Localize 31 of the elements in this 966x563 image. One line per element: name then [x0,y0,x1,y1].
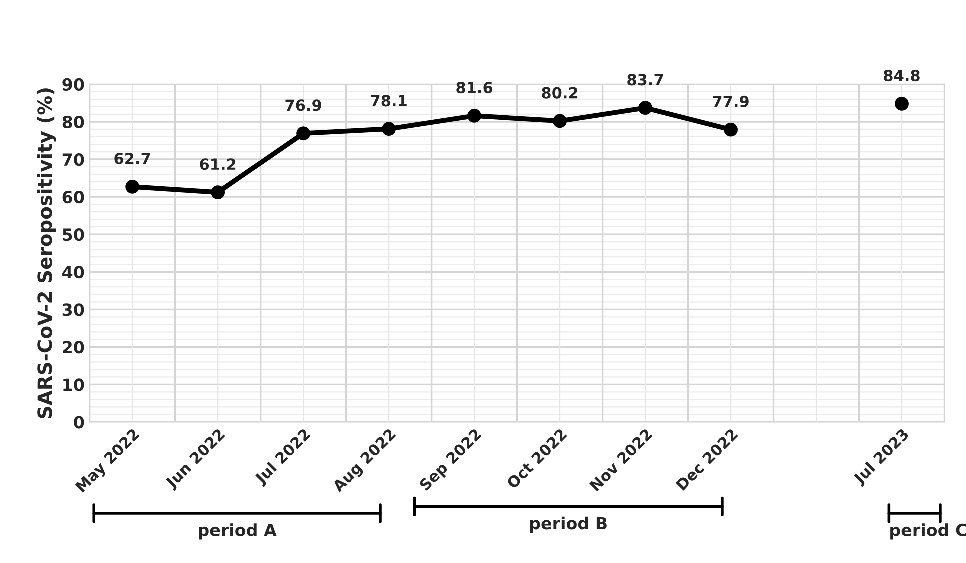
point [638,101,652,116]
y-tick-label: 90 [62,78,84,92]
data-label: 80.2 [542,87,578,99]
point [895,97,909,111]
data-label: 84.8 [884,70,920,82]
point [211,186,226,200]
point [468,109,482,123]
point [724,122,738,137]
text: period B [530,516,607,533]
data-label: 61.2 [200,158,236,170]
y-tick-label: 30 [62,304,84,316]
data-label: 83.7 [628,74,664,86]
y-tick-label: 40 [62,266,84,279]
text: period A [199,524,277,540]
point [553,114,567,128]
point [126,180,140,194]
data-label: 77.9 [713,96,749,108]
y-tick-label: 80 [62,116,84,129]
y-tick-label: 10 [64,378,84,392]
y-axis-title: SARS-CoV-2 Seropositivity (%) [37,88,56,418]
y-tick-label: 50 [63,228,84,242]
y-tick-label: 60 [62,191,84,204]
data-label: 78.1 [371,95,407,107]
y-tick-label: 0 [74,416,84,429]
point [296,126,311,141]
y-tick-label: 20 [63,341,84,354]
data-label: 62.7 [114,152,150,165]
data-label: 81.6 [456,82,493,94]
point [382,122,396,136]
data-label: 76.9 [286,100,322,112]
y-tick-label: 70 [62,153,84,166]
